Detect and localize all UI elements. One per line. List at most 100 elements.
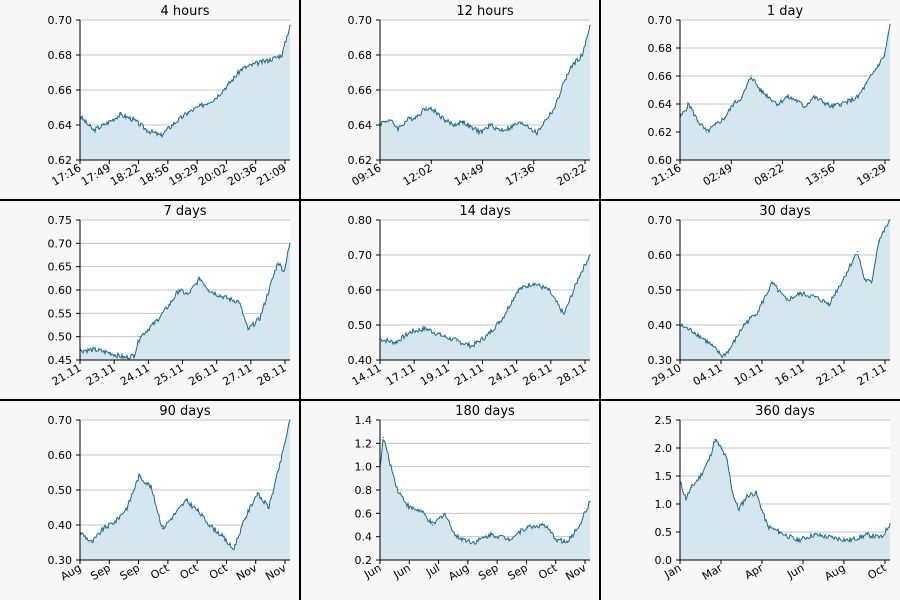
- data-point: [229, 298, 231, 300]
- series-area: [680, 24, 890, 161]
- x-tick-label: 24.11: [486, 361, 520, 388]
- data-point: [875, 68, 877, 70]
- data-point: [707, 341, 709, 344]
- panel-30-days: 30 days 0.30 0.40 0.50 0.60 0.70 29.10 04.11 10.…: [600, 200, 900, 400]
- data-point: [812, 96, 815, 98]
- y-tick-label: 0.2: [355, 554, 373, 567]
- x-tick-label: Oct: [148, 561, 172, 582]
- data-point: [741, 96, 743, 98]
- y-tick-label: 0.30: [48, 554, 73, 567]
- data-point: [761, 509, 763, 511]
- data-point: [848, 100, 850, 102]
- series-line: [379, 438, 591, 546]
- data-point: [173, 122, 175, 124]
- data-point: [821, 100, 823, 102]
- y-tick-label: 0.75: [48, 214, 73, 227]
- x-tick-label: 20:22: [555, 161, 589, 188]
- data-point: [138, 475, 140, 477]
- data-point: [396, 489, 399, 491]
- data-point: [453, 124, 455, 126]
- panel-180-days: 180 days 0.2 0.4 0.6 0.8 1.0 1.2 1.4 Jun Jun Jul Au…: [300, 400, 600, 600]
- data-point: [863, 278, 866, 281]
- data-point: [259, 317, 261, 319]
- x-tick-label: 27.11: [221, 361, 255, 388]
- y-tick-label: 0.60: [48, 284, 73, 297]
- data-point: [517, 289, 519, 291]
- x-tick-label: Oct: [207, 561, 231, 582]
- chart-title: 1 day: [767, 4, 804, 19]
- x-tick-label: 17:49: [79, 161, 113, 188]
- horizontal-divider: [0, 199, 900, 201]
- chart-title: 360 days: [755, 404, 815, 419]
- y-tick-label: 0.8: [355, 484, 373, 497]
- x-tick-label: 14:49: [452, 161, 486, 188]
- data-point: [471, 127, 473, 130]
- data-point: [92, 129, 95, 131]
- data-point: [582, 54, 584, 56]
- x-tick-label: 27.11: [855, 361, 889, 388]
- y-tick-label: 0.65: [48, 261, 73, 274]
- chart-4-hours: 4 hours0.620.640.660.680.7017:1617:4918:…: [48, 4, 291, 188]
- data-point: [214, 98, 216, 100]
- data-point: [693, 331, 695, 333]
- data-point: [200, 105, 202, 107]
- y-tick-label: 0.70: [48, 14, 73, 27]
- y-tick-label: 1.4: [355, 414, 373, 427]
- data-point: [169, 303, 171, 305]
- y-tick-label: 2.5: [655, 414, 673, 427]
- x-tick-label: Aug: [822, 561, 847, 583]
- data-point: [247, 329, 249, 331]
- data-point: [889, 219, 891, 221]
- data-point: [548, 289, 550, 291]
- data-point: [254, 63, 256, 65]
- data-point: [572, 63, 575, 65]
- x-tick-label: Jun: [784, 561, 806, 581]
- series-line: [679, 219, 891, 359]
- data-point: [878, 240, 880, 242]
- data-point: [589, 254, 591, 256]
- panel-360-days: 360 days 0.0 0.5 1.0 1.5 2.0 2.5 Jan Mar Apr Jun Au…: [600, 400, 900, 600]
- series-area: [680, 439, 890, 560]
- data-point: [526, 124, 528, 126]
- x-tick-label: 16.11: [773, 361, 807, 388]
- chart-title: 12 hours: [456, 4, 513, 19]
- chart-title: 14 days: [459, 204, 511, 219]
- x-tick-label: Sep: [118, 561, 142, 583]
- chart-title: 30 days: [759, 204, 811, 219]
- data-point: [828, 303, 830, 305]
- data-point: [185, 499, 187, 502]
- y-tick-label: 2.0: [655, 442, 673, 455]
- data-point: [708, 458, 710, 460]
- data-point: [688, 103, 690, 105]
- data-point: [714, 124, 717, 126]
- y-tick-label: 0.60: [648, 154, 673, 167]
- data-point: [803, 106, 806, 108]
- y-tick-label: 0.40: [648, 319, 673, 332]
- chart-title: 4 hours: [161, 4, 210, 19]
- data-point: [856, 250, 858, 253]
- chart-title: 7 days: [163, 204, 206, 219]
- data-point: [410, 331, 412, 333]
- series-area: [80, 243, 290, 360]
- data-point: [839, 103, 841, 105]
- data-point: [471, 345, 473, 347]
- data-point: [268, 289, 270, 291]
- x-tick-label: 26.11: [521, 361, 555, 388]
- x-tick-label: 22.11: [814, 361, 848, 388]
- data-point: [209, 524, 211, 526]
- series-area: [680, 220, 890, 360]
- data-point: [884, 54, 886, 56]
- data-point: [785, 299, 788, 302]
- y-tick-label: 0.0: [655, 554, 673, 567]
- data-point: [721, 355, 724, 358]
- data-point: [283, 270, 285, 272]
- data-point: [578, 524, 581, 526]
- x-tick-label: Nov: [234, 561, 260, 583]
- data-point: [420, 510, 422, 512]
- x-tick-label: 21:09: [255, 161, 289, 188]
- data-point: [567, 541, 569, 544]
- data-point: [842, 278, 844, 281]
- series-line: [79, 25, 291, 138]
